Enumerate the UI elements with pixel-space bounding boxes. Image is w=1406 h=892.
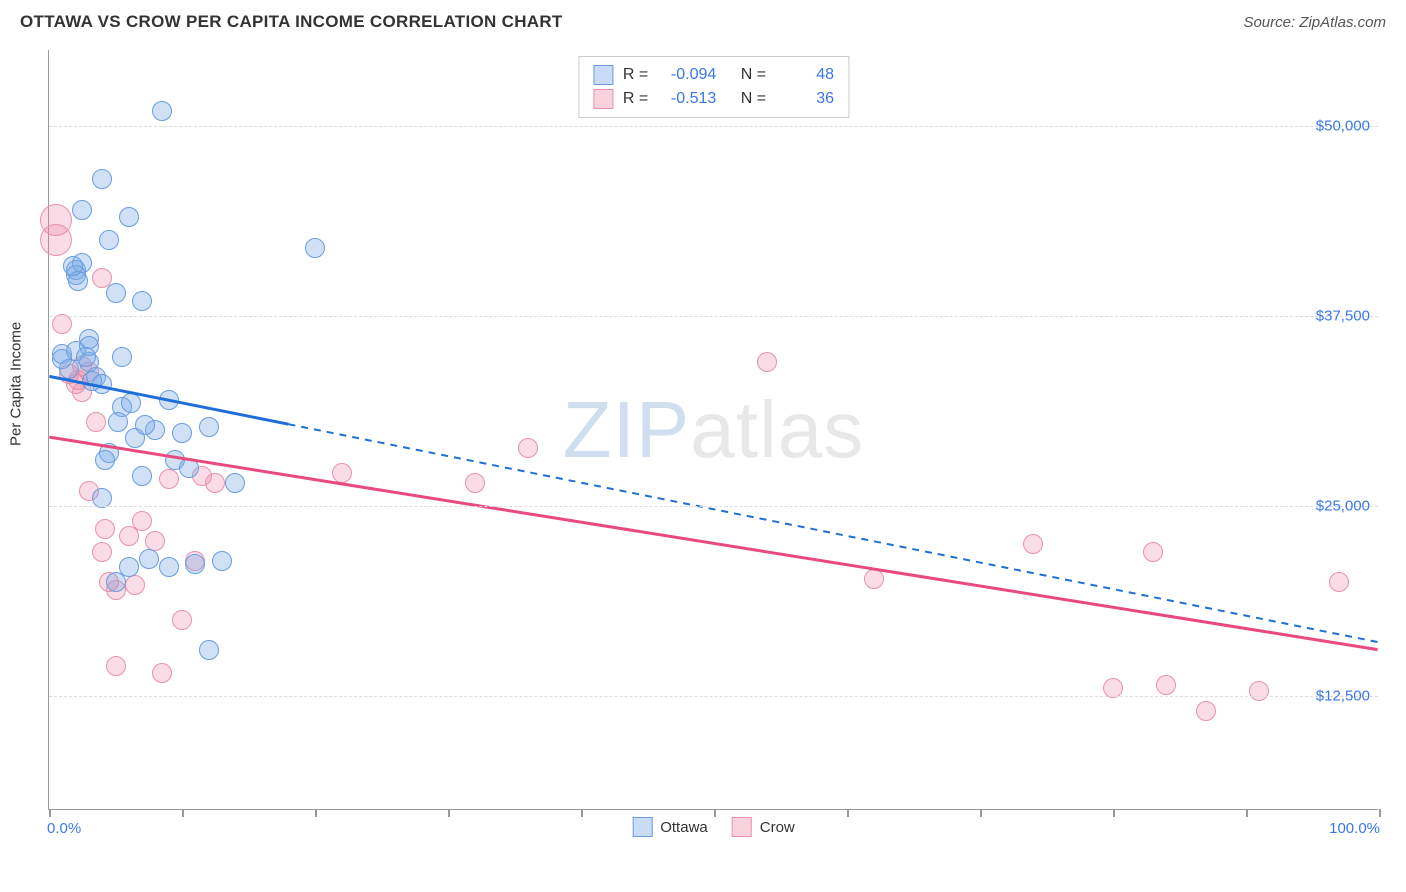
x-tick — [182, 809, 184, 817]
data-point-crow — [1143, 542, 1163, 562]
x-label-max: 100.0% — [1329, 820, 1380, 837]
legend-label-crow: Crow — [760, 819, 795, 836]
data-point-ottawa — [112, 347, 132, 367]
data-point-ottawa — [121, 393, 141, 413]
data-point-ottawa — [99, 230, 119, 250]
y-tick-label: $50,000 — [1316, 118, 1370, 135]
x-label-min: 0.0% — [47, 820, 81, 837]
gridline — [49, 696, 1378, 697]
data-point-ottawa — [106, 283, 126, 303]
swatch-crow — [732, 817, 752, 837]
data-point-ottawa — [76, 347, 96, 367]
x-tick — [714, 809, 716, 817]
r-value-ottawa: -0.094 — [658, 66, 716, 84]
r-value-crow: -0.513 — [658, 90, 716, 108]
n-value-crow: 36 — [776, 90, 834, 108]
y-tick-label: $25,000 — [1316, 498, 1370, 515]
data-point-ottawa — [159, 390, 179, 410]
gridline — [49, 316, 1378, 317]
data-point-ottawa — [139, 549, 159, 569]
data-point-ottawa — [108, 412, 128, 432]
x-tick — [448, 809, 450, 817]
x-tick — [315, 809, 317, 817]
data-point-crow — [145, 531, 165, 551]
n-value-ottawa: 48 — [776, 66, 834, 84]
x-tick — [980, 809, 982, 817]
n-label: N = — [741, 90, 766, 108]
data-point-ottawa — [159, 557, 179, 577]
data-point-ottawa — [135, 415, 155, 435]
legend-item-ottawa: Ottawa — [632, 817, 708, 837]
data-point-ottawa — [172, 423, 192, 443]
data-point-crow — [1023, 534, 1043, 554]
swatch-ottawa — [593, 65, 613, 85]
data-point-crow — [1156, 675, 1176, 695]
data-point-crow — [92, 542, 112, 562]
data-point-ottawa — [92, 169, 112, 189]
y-tick-label: $12,500 — [1316, 688, 1370, 705]
data-point-crow — [152, 663, 172, 683]
n-label: N = — [741, 66, 766, 84]
swatch-ottawa — [632, 817, 652, 837]
data-point-crow — [518, 438, 538, 458]
swatch-crow — [593, 89, 613, 109]
legend-series: Ottawa Crow — [632, 817, 795, 837]
data-point-ottawa — [52, 349, 72, 369]
data-point-ottawa — [132, 466, 152, 486]
data-point-ottawa — [305, 238, 325, 258]
chart-header: OTTAWA VS CROW PER CAPITA INCOME CORRELA… — [0, 0, 1406, 40]
data-point-crow — [86, 412, 106, 432]
data-point-ottawa — [119, 207, 139, 227]
data-point-crow — [864, 569, 884, 589]
data-point-crow — [172, 610, 192, 630]
legend-row-ottawa: R = -0.094 N = 48 — [593, 63, 834, 87]
x-tick — [49, 809, 51, 817]
data-point-crow — [132, 511, 152, 531]
data-point-crow — [465, 473, 485, 493]
data-point-ottawa — [225, 473, 245, 493]
y-axis-title: Per Capita Income — [8, 322, 25, 446]
data-point-crow — [106, 656, 126, 676]
legend-label-ottawa: Ottawa — [660, 819, 708, 836]
x-tick — [1113, 809, 1115, 817]
data-point-ottawa — [132, 291, 152, 311]
data-point-ottawa — [82, 371, 102, 391]
data-point-crow — [1329, 572, 1349, 592]
data-point-ottawa — [185, 554, 205, 574]
chart-title: OTTAWA VS CROW PER CAPITA INCOME CORRELA… — [20, 12, 563, 32]
x-tick — [847, 809, 849, 817]
data-point-ottawa — [72, 200, 92, 220]
r-label: R = — [623, 90, 648, 108]
y-tick-label: $37,500 — [1316, 308, 1370, 325]
data-point-crow — [1196, 701, 1216, 721]
data-point-ottawa — [63, 256, 83, 276]
data-point-crow — [205, 473, 225, 493]
legend-row-crow: R = -0.513 N = 36 — [593, 87, 834, 111]
r-label: R = — [623, 66, 648, 84]
data-point-ottawa — [95, 450, 115, 470]
data-point-ottawa — [212, 551, 232, 571]
data-point-crow — [40, 224, 72, 256]
x-tick — [1379, 809, 1381, 817]
data-point-ottawa — [119, 557, 139, 577]
x-tick — [1246, 809, 1248, 817]
gridline — [49, 506, 1378, 507]
data-point-crow — [159, 469, 179, 489]
data-point-crow — [125, 575, 145, 595]
data-point-crow — [757, 352, 777, 372]
data-point-ottawa — [199, 417, 219, 437]
data-point-crow — [332, 463, 352, 483]
data-point-ottawa — [179, 458, 199, 478]
gridline — [49, 126, 1378, 127]
legend-stats: R = -0.094 N = 48 R = -0.513 N = 36 — [578, 56, 849, 118]
data-point-ottawa — [199, 640, 219, 660]
x-tick — [581, 809, 583, 817]
source-label: Source: ZipAtlas.com — [1243, 14, 1386, 31]
legend-item-crow: Crow — [732, 817, 795, 837]
data-point-crow — [95, 519, 115, 539]
data-point-crow — [1249, 681, 1269, 701]
data-point-ottawa — [152, 101, 172, 121]
chart-area: ZIPatlas R = -0.094 N = 48 R = -0.513 N … — [48, 50, 1378, 810]
